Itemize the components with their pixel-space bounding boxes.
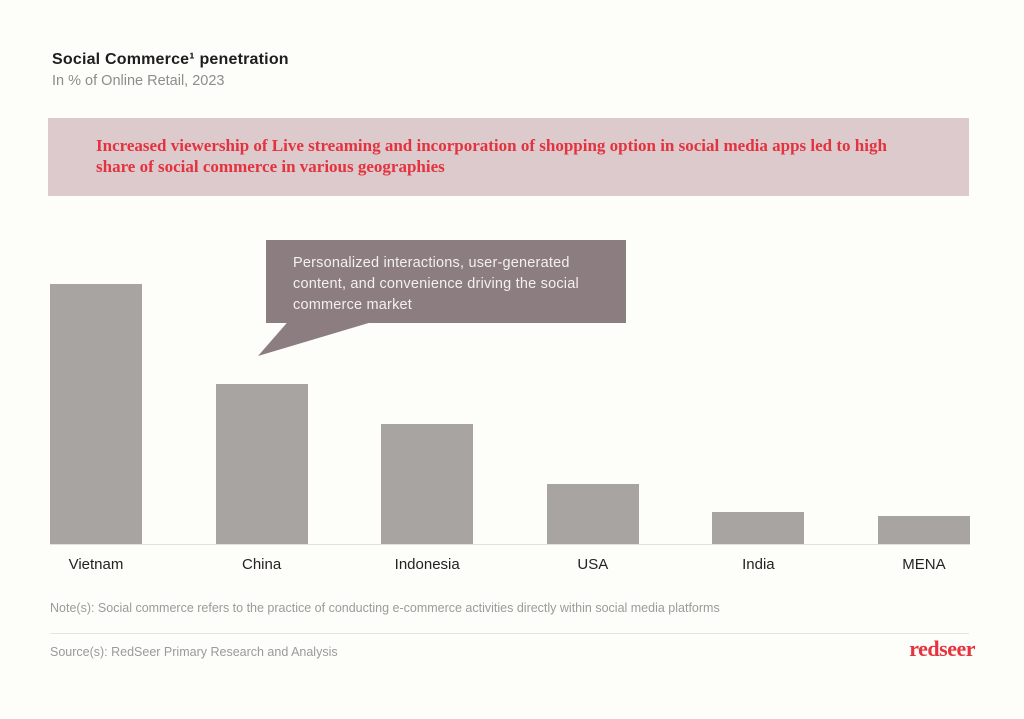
redseer-logo: redseer [909,636,975,661]
x-axis-label-usa: USA [577,556,609,573]
bar-usa [546,484,639,544]
bar-column-mena [877,284,970,544]
bar-column-vietnam [50,284,142,544]
bar-column-india [712,284,805,544]
x-axis-label-indonesia: Indonesia [394,556,460,573]
bar-chart-plot-area [50,284,970,545]
x-axis-labels: Vietnam China Indonesia USA India MENA [50,556,970,573]
bar-column-indonesia [381,284,474,544]
bar-mena [877,516,970,544]
x-axis-label-mena: MENA [902,556,946,573]
footnote: Note(s): Social commerce refers to the p… [50,601,720,615]
page-subtitle: In % of Online Retail, 2023 [52,73,225,89]
key-message-banner: Increased viewership of Live streaming a… [48,118,969,196]
bar-china [215,384,308,544]
footer-divider [50,633,969,634]
callout-bubble: Personalized interactions, user-generate… [266,240,626,323]
key-message-text: Increased viewership of Live streaming a… [96,136,887,177]
bar-column-usa [546,284,639,544]
bar-indonesia [381,424,474,544]
bar-vietnam [50,284,142,544]
bar-column-china [215,284,308,544]
x-axis-label-vietnam: Vietnam [68,556,124,573]
callout-text: Personalized interactions, user-generate… [293,255,579,314]
page-title: Social Commerce¹ penetration [52,51,289,68]
source-text: Source(s): RedSeer Primary Research and … [50,645,338,659]
x-axis-label-india: India [742,556,775,573]
x-axis-label-china: China [241,556,282,573]
bar-india [712,512,805,544]
